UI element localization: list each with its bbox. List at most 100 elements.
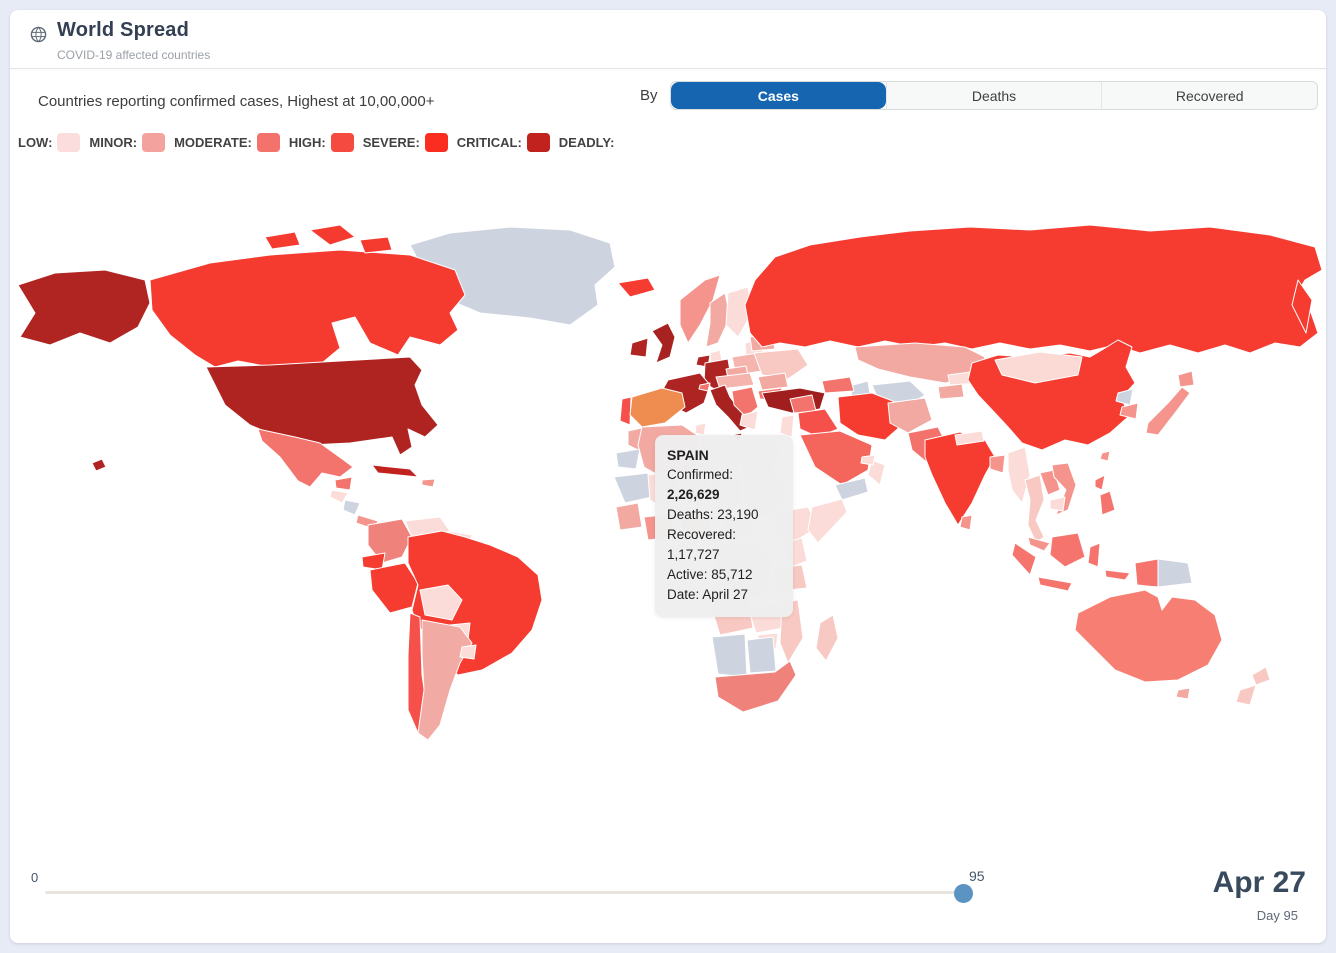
map-region-kamchatka[interactable] — [1291, 279, 1313, 334]
by-label: By — [640, 87, 658, 104]
map-region-hokkaido[interactable] — [1177, 370, 1195, 388]
map-region-ireland[interactable] — [629, 337, 649, 358]
tooltip-deaths: Deaths: 23,190 — [667, 507, 759, 522]
map-region-cambodia[interactable] — [1049, 496, 1066, 512]
map-region-switzerland[interactable] — [698, 382, 711, 392]
map-region-tasmania[interactable] — [1175, 687, 1191, 700]
map-region-papua-indonesia[interactable] — [1134, 558, 1159, 588]
legend-label: DEADLY: — [558, 135, 615, 150]
map-region-yucatan[interactable] — [334, 476, 353, 491]
map-region-namibia[interactable] — [711, 633, 748, 678]
map-region-lesser-sunda[interactable] — [1104, 569, 1131, 581]
country-tooltip: SPAIN Confirmed: 2,26,629 Deaths: 23,190… — [655, 435, 793, 617]
map-region-somalia[interactable] — [807, 498, 848, 544]
map-region-finland[interactable] — [725, 286, 753, 338]
map-region-oman[interactable] — [867, 459, 886, 486]
tab-deaths[interactable]: Deaths — [885, 82, 1102, 109]
map-region-uae[interactable] — [860, 454, 876, 466]
map-region-uruguay[interactable] — [459, 644, 477, 660]
map-region-borneo[interactable] — [1049, 532, 1086, 568]
map-region-tajikistan[interactable] — [937, 383, 965, 400]
map-region-bangladesh[interactable] — [989, 454, 1006, 474]
map-region-hispaniola[interactable] — [421, 478, 436, 488]
legend-item-minor: MINOR: — [89, 133, 166, 152]
map-region-tunisia[interactable] — [694, 422, 707, 436]
map-region-argentina[interactable] — [417, 619, 473, 741]
map-region-hawaii[interactable] — [91, 458, 107, 472]
map-region-mexico[interactable] — [257, 428, 354, 488]
map-region-java[interactable] — [1037, 576, 1073, 592]
map-region-israel-jordan[interactable] — [779, 414, 795, 438]
legend-label: LOW: — [18, 135, 53, 150]
map-region-myanmar[interactable] — [1007, 446, 1031, 504]
map-region-portugal[interactable] — [619, 396, 632, 426]
legend-swatch — [526, 133, 550, 152]
map-region-sweden[interactable] — [705, 292, 731, 348]
map-region-guatemala[interactable] — [329, 489, 349, 504]
map-region-georgia-azerbaijan[interactable] — [821, 376, 855, 394]
map-region-sri-lanka[interactable] — [959, 514, 973, 531]
map-region-afghanistan[interactable] — [887, 397, 933, 434]
legend-label: MODERATE: — [174, 135, 252, 150]
map-region-spain[interactable] — [629, 387, 686, 428]
tab-cases[interactable]: Cases — [671, 82, 886, 109]
map-region-russia[interactable] — [744, 224, 1323, 354]
slider-min-label: 0 — [31, 870, 39, 885]
map-region-nicaragua[interactable] — [342, 499, 361, 516]
legend-item-deadly: DEADLY: — [559, 135, 620, 150]
map-region-canada[interactable] — [149, 249, 466, 368]
map-region-malaysia[interactable] — [1027, 536, 1051, 552]
map-region-iran[interactable] — [837, 392, 903, 441]
map-region-yemen[interactable] — [834, 477, 869, 501]
map-region-arctic-island-1[interactable] — [309, 224, 356, 246]
map-region-greece[interactable] — [739, 410, 759, 431]
map-region-sumatra[interactable] — [1011, 542, 1037, 576]
map-region-ukraine[interactable] — [753, 348, 809, 380]
map-region-arctic-island-3[interactable] — [359, 236, 393, 254]
map-region-south-africa[interactable] — [714, 660, 797, 713]
map-region-peru[interactable] — [369, 562, 419, 614]
map-region-senegal-guinea[interactable] — [615, 502, 643, 531]
map-region-arctic-island-2[interactable] — [264, 231, 301, 250]
map-region-vietnam[interactable] — [1051, 462, 1077, 516]
map-region-uk[interactable] — [651, 322, 676, 364]
tab-recovered[interactable]: Recovered — [1101, 82, 1317, 109]
map-region-japan[interactable] — [1145, 386, 1191, 436]
tooltip-country: SPAIN — [667, 447, 709, 463]
tooltip-confirmed: Confirmed: 2,26,629 — [667, 467, 734, 502]
map-region-thailand[interactable] — [1024, 474, 1045, 544]
map-region-papua-new-guinea[interactable] — [1157, 558, 1193, 588]
map-region-mauritania[interactable] — [613, 472, 653, 504]
map-region-usa[interactable] — [205, 356, 439, 456]
map-region-nepal[interactable] — [954, 430, 985, 446]
map-region-new-zealand-north[interactable] — [1251, 666, 1271, 686]
map-region-iceland[interactable] — [617, 277, 656, 298]
day-slider-track[interactable] — [45, 891, 963, 894]
map-region-south-korea[interactable] — [1119, 402, 1139, 420]
map-region-saudi-arabia[interactable] — [799, 430, 873, 486]
map-region-romania[interactable] — [757, 372, 789, 391]
map-region-madagascar[interactable] — [815, 614, 839, 662]
map-region-norway[interactable] — [679, 274, 721, 344]
map-region-india[interactable] — [924, 431, 996, 526]
legend-item-severe: SEVERE: — [363, 133, 448, 152]
map-region-bolivia[interactable] — [419, 584, 463, 621]
map-region-botswana[interactable] — [746, 636, 777, 674]
map-region-philippines-2[interactable] — [1099, 490, 1116, 516]
map-region-colombia[interactable] — [367, 518, 413, 564]
map-region-western-sahara[interactable] — [615, 448, 641, 470]
tooltip-date: Date: April 27 — [667, 587, 749, 602]
map-region-alaska[interactable] — [17, 269, 151, 346]
current-date: Apr 27 — [1212, 866, 1306, 899]
map-region-philippines-1[interactable] — [1094, 474, 1106, 491]
metric-toggle: Cases Deaths Recovered — [670, 81, 1318, 110]
map-region-cuba[interactable] — [371, 464, 419, 478]
map-region-australia[interactable] — [1074, 589, 1223, 683]
map-region-sulawesi[interactable] — [1087, 542, 1101, 568]
legend-label: CRITICAL: — [456, 135, 522, 150]
day-slider-handle[interactable] — [954, 884, 973, 903]
map-region-taiwan[interactable] — [1099, 450, 1111, 462]
map-region-new-zealand-south[interactable] — [1235, 684, 1257, 706]
severity-legend: LOW: MINOR: MODERATE: HIGH: SEVERE: CRITICAL:… — [18, 133, 628, 152]
map-region-mongolia[interactable] — [994, 351, 1083, 384]
